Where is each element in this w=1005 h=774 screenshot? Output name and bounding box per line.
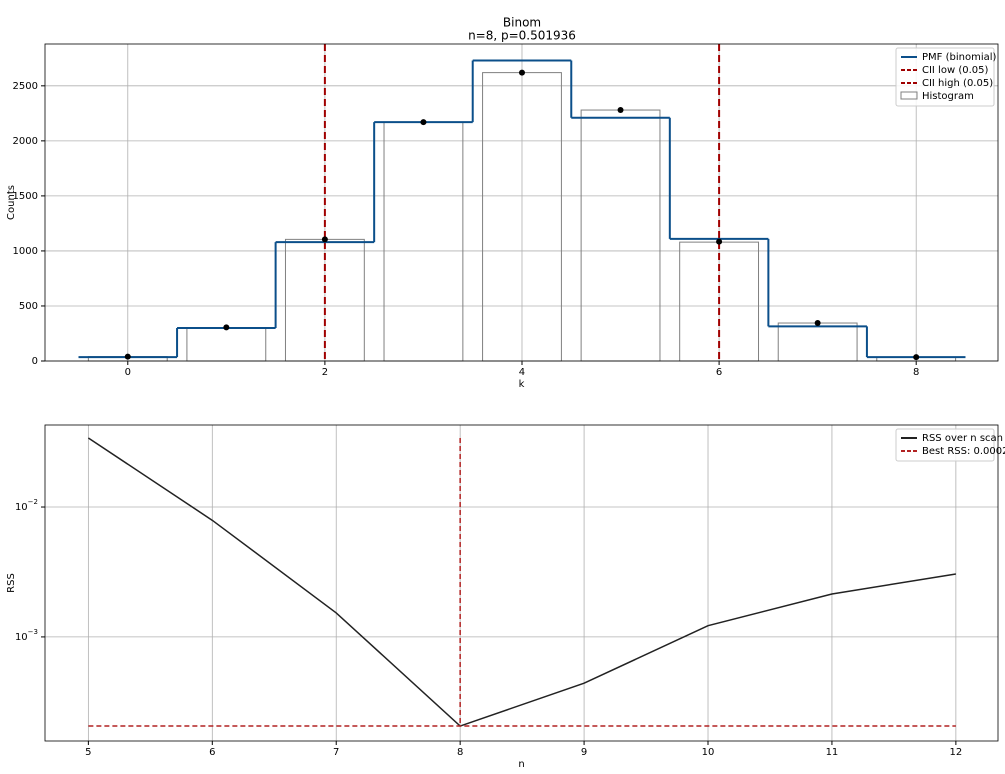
x-tick-label: 12	[949, 747, 962, 758]
plot-frame	[44, 424, 999, 742]
y-axis-label: RSS	[6, 573, 17, 593]
x-tick-label: 9	[581, 747, 587, 758]
y-tick-exponent: −2	[28, 498, 38, 506]
chart-subtitle: n=8, p=0.501936	[468, 29, 576, 43]
chart-title: Binom	[503, 16, 541, 30]
data-point	[420, 119, 427, 126]
step-riser	[176, 60, 868, 358]
x-axis-label: n	[518, 759, 524, 770]
x-tick-label: 10	[702, 747, 715, 758]
x-tick-label: 7	[333, 747, 339, 758]
legend-label: RSS over n scan	[922, 433, 1003, 444]
legend-label: Best RSS: 0.000206	[922, 446, 1005, 457]
y-tick-label: 1000	[13, 246, 38, 257]
x-tick-label: 11	[826, 747, 839, 758]
y-tick-label: 2500	[13, 81, 38, 92]
x-tick-label: 2	[322, 367, 328, 378]
x-tick-label: 0	[125, 367, 131, 378]
plot-frame	[44, 43, 999, 362]
y-tick-label: 10−2	[15, 498, 38, 513]
legend-box	[895, 47, 995, 107]
data-point	[321, 236, 328, 243]
rss-line	[87, 437, 956, 727]
x-tick-label: 6	[209, 747, 215, 758]
x-tick-label: 8	[913, 367, 919, 378]
x-tick-label: 6	[716, 367, 722, 378]
legend-label: PMF (binomial)	[922, 52, 996, 63]
legend-label: Histogram	[922, 91, 974, 102]
data-point	[124, 353, 131, 360]
legend-label: CII high (0.05)	[922, 78, 993, 89]
data-point	[223, 324, 230, 331]
y-tick-label: 2000	[13, 136, 38, 147]
x-tick-label: 8	[457, 747, 463, 758]
x-tick-label: 5	[85, 747, 91, 758]
y-tick-label: 500	[19, 301, 38, 312]
data-point	[617, 107, 624, 114]
y-tick-label: 10−3	[15, 628, 38, 643]
x-axis-label: k	[519, 379, 525, 390]
y-tick-base: 10	[15, 502, 28, 513]
legend-swatch	[900, 91, 918, 100]
y-tick-label: 0	[32, 356, 38, 367]
y-axis-label: Counts	[6, 185, 17, 220]
legend-label: CII low (0.05)	[922, 65, 988, 76]
data-point	[518, 69, 525, 76]
y-tick-label: 1500	[13, 191, 38, 202]
y-tick-base: 10	[15, 632, 28, 643]
x-tick-label: 4	[519, 367, 525, 378]
y-tick-exponent: −3	[28, 628, 38, 636]
data-point	[913, 354, 920, 361]
legend-box	[895, 428, 995, 462]
data-point	[716, 238, 723, 245]
data-point	[814, 320, 821, 327]
